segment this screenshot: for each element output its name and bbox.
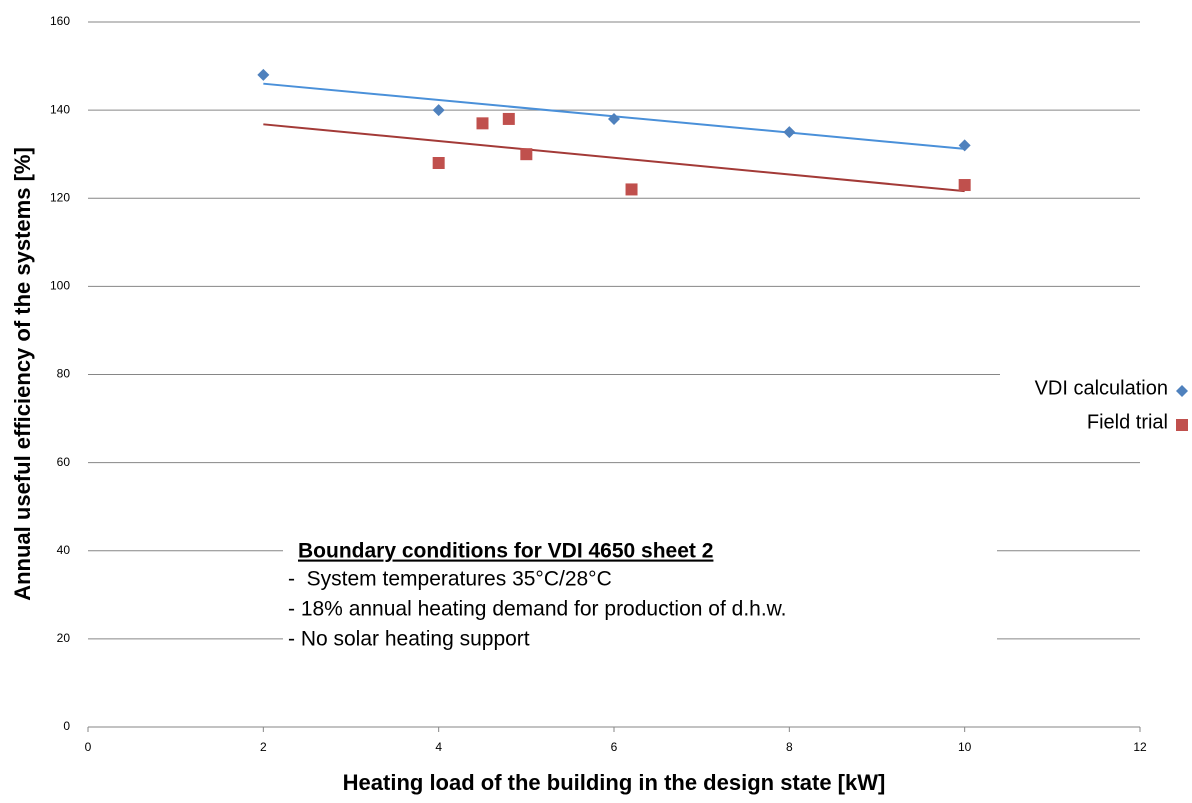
legend-label: VDI calculation (1035, 377, 1168, 399)
y-tick-label: 120 (50, 190, 70, 204)
annotation-line: - 18% annual heating demand for producti… (288, 598, 787, 621)
point (432, 157, 445, 169)
annotation-box (283, 530, 997, 666)
annotation: Boundary conditions for VDI 4650 sheet 2… (283, 530, 997, 666)
point (783, 126, 796, 139)
y-tick-label: 80 (57, 367, 71, 381)
legend-marker (1176, 419, 1188, 431)
y-tick-label: 40 (57, 543, 71, 557)
trend-line (263, 123, 965, 193)
point (958, 139, 971, 152)
point (432, 104, 445, 117)
legend-box (1000, 372, 1192, 440)
y-axis-title: Annual useful efficiency of the systems … (10, 147, 35, 601)
annotation-line: - No solar heating support (288, 628, 530, 651)
x-tick-label: 6 (611, 740, 618, 754)
legend-marker (1176, 385, 1188, 397)
y-tick-label: 60 (57, 455, 71, 469)
point (625, 183, 638, 196)
point (257, 68, 270, 81)
x-axis-title: Heating load of the building in the desi… (343, 770, 886, 795)
y-tick-label: 100 (50, 279, 70, 293)
point (608, 112, 620, 125)
y-tick-label: 160 (50, 14, 70, 28)
point (476, 117, 489, 130)
annotation-title: Boundary conditions for VDI 4650 sheet 2 (298, 540, 713, 563)
x-tick-label: 10 (958, 740, 972, 754)
x-tick-label: 0 (85, 740, 92, 754)
legend-label: Field trial (1087, 411, 1168, 433)
x-tick-label: 12 (1133, 740, 1147, 754)
point (502, 112, 515, 125)
y-tick-label: 0 (63, 719, 70, 733)
y-tick-label: 140 (50, 102, 70, 116)
point (958, 179, 971, 192)
x-tick-label: 4 (435, 740, 442, 754)
y-tick-label: 20 (57, 631, 71, 645)
point (520, 148, 533, 161)
x-tick-label: 8 (786, 740, 793, 754)
x-tick-label: 2 (260, 740, 267, 754)
annotation-line: - System temperatures 35°C/28°C (288, 568, 612, 591)
